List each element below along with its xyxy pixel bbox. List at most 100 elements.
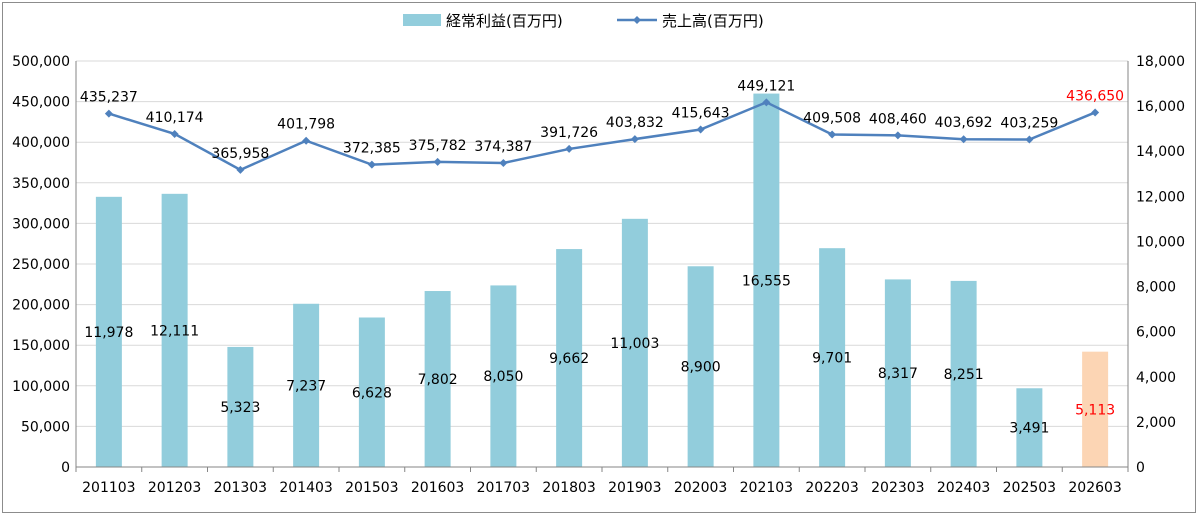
bar — [687, 266, 714, 467]
legend-line-label: 売上高(百万円) — [662, 12, 764, 30]
right-axis-tick-label: 16,000 — [1136, 99, 1185, 115]
data-labels: 435,237 410,174 365,958 401,798 372,385 375,7… — [80, 78, 1124, 436]
right-axis-tick-label: 0 — [1136, 460, 1145, 476]
bar — [819, 248, 846, 467]
x-axis-tick-label: 202003 — [674, 480, 727, 496]
bars-series-ordinary-profit — [95, 93, 1109, 468]
line-point — [959, 135, 968, 144]
line-data-label: 391,726 — [540, 125, 598, 141]
right-axis-tick-label: 10,000 — [1136, 234, 1185, 250]
left-axis-tick-label: 0 — [61, 460, 70, 476]
bar — [358, 317, 385, 467]
line-point — [893, 131, 902, 140]
bar-data-label: 7,237 — [286, 378, 326, 394]
bar-data-label: 5,323 — [220, 400, 260, 416]
bar-data-label: 8,050 — [483, 369, 523, 385]
bar — [424, 291, 451, 467]
line-data-label: 365,958 — [211, 146, 269, 162]
bar-data-label: 7,802 — [418, 372, 458, 388]
left-axis-tick-label: 300,000 — [12, 216, 70, 232]
right-axis-tick-label: 2,000 — [1136, 415, 1176, 431]
bar — [753, 93, 780, 468]
bar — [884, 279, 911, 467]
left-axis-tick-label: 250,000 — [12, 257, 70, 273]
x-axis-tick-label: 202103 — [740, 480, 793, 496]
bar — [950, 280, 977, 467]
bar-data-label: 5,113 — [1075, 402, 1115, 418]
legend-line-marker — [633, 16, 641, 24]
line-point — [302, 136, 311, 145]
left-axis-tick-label: 450,000 — [12, 95, 70, 111]
line-data-label: 403,832 — [606, 115, 664, 131]
line-data-label: 374,387 — [474, 139, 532, 155]
bar-data-label: 16,555 — [742, 273, 791, 289]
legend-bar-swatch — [403, 14, 441, 26]
left-axis-tick-label: 400,000 — [12, 135, 70, 151]
bar-data-label: 9,662 — [549, 351, 589, 367]
bar-data-label: 11,003 — [610, 336, 659, 352]
bar — [95, 196, 122, 467]
x-axis-tick-label: 201103 — [82, 480, 135, 496]
left-axis-tick-label: 200,000 — [12, 298, 70, 314]
line-point — [236, 165, 245, 174]
line-data-label: 449,121 — [737, 78, 795, 94]
bar — [161, 193, 188, 468]
bar — [293, 303, 320, 467]
line-point — [1025, 135, 1034, 144]
line-point — [367, 160, 376, 169]
line-point — [1091, 108, 1100, 117]
x-axis-tick-label: 201603 — [411, 480, 464, 496]
right-axis-tick-label: 14,000 — [1136, 144, 1185, 160]
bar-data-label: 8,251 — [944, 367, 984, 383]
line-data-label: 372,385 — [343, 141, 401, 157]
x-axis-tick-label: 201703 — [477, 480, 530, 496]
bar — [1082, 351, 1109, 467]
line-point — [433, 157, 442, 166]
x-axis-tick-label: 202403 — [937, 480, 990, 496]
line-data-label: 410,174 — [146, 110, 204, 126]
bar — [1016, 388, 1043, 467]
bar — [490, 285, 517, 467]
bar-data-label: 8,900 — [681, 360, 721, 376]
left-axis-tick-label: 500,000 — [12, 54, 70, 70]
bar-data-label: 12,111 — [150, 323, 199, 339]
line-point — [762, 98, 771, 107]
x-axis-tick-label: 201403 — [279, 480, 332, 496]
bar — [556, 249, 583, 467]
bar-data-label: 9,701 — [812, 351, 852, 367]
x-axis-tick-label: 201503 — [345, 480, 398, 496]
line-point — [170, 129, 179, 138]
line-data-label: 375,782 — [409, 138, 467, 154]
line-data-label: 409,508 — [803, 110, 861, 126]
line-data-label: 401,798 — [277, 117, 335, 133]
right-axis-tick-label: 4,000 — [1136, 370, 1176, 386]
legend-bar-label: 経常利益(百万円) — [446, 12, 563, 30]
bar-data-label: 6,628 — [352, 385, 392, 401]
line-data-label: 436,650 — [1066, 88, 1124, 104]
x-axis-tick-label: 202503 — [1003, 480, 1056, 496]
left-axis-tick-label: 150,000 — [12, 338, 70, 354]
bar — [227, 346, 254, 467]
bar-data-label: 8,317 — [878, 366, 918, 382]
line-series-sales — [104, 98, 1100, 174]
x-axis-tick-label: 202603 — [1068, 480, 1121, 496]
line-point — [499, 158, 508, 167]
right-axis-tick-label: 18,000 — [1136, 54, 1185, 70]
right-axis-tick-label: 6,000 — [1136, 325, 1176, 341]
sales-line — [108, 100, 1096, 172]
bar-data-label: 11,978 — [84, 325, 133, 341]
line-data-label: 403,259 — [1000, 116, 1058, 132]
axes: 0 50,000 100,000 150,000 200,000 250,000 300,0… — [12, 54, 1185, 496]
line-data-label: 408,460 — [869, 111, 927, 127]
line-point — [696, 125, 705, 134]
left-axis-tick-label: 50,000 — [21, 419, 70, 435]
x-axis-tick-label: 201203 — [148, 480, 201, 496]
line-point — [565, 144, 574, 153]
legend: 経常利益(百万円) 売上高(百万円) — [403, 12, 764, 30]
line-point — [104, 109, 113, 118]
line-point — [630, 135, 639, 144]
x-axis-tick-label: 201903 — [608, 480, 661, 496]
bar-data-label: 3,491 — [1009, 421, 1049, 437]
